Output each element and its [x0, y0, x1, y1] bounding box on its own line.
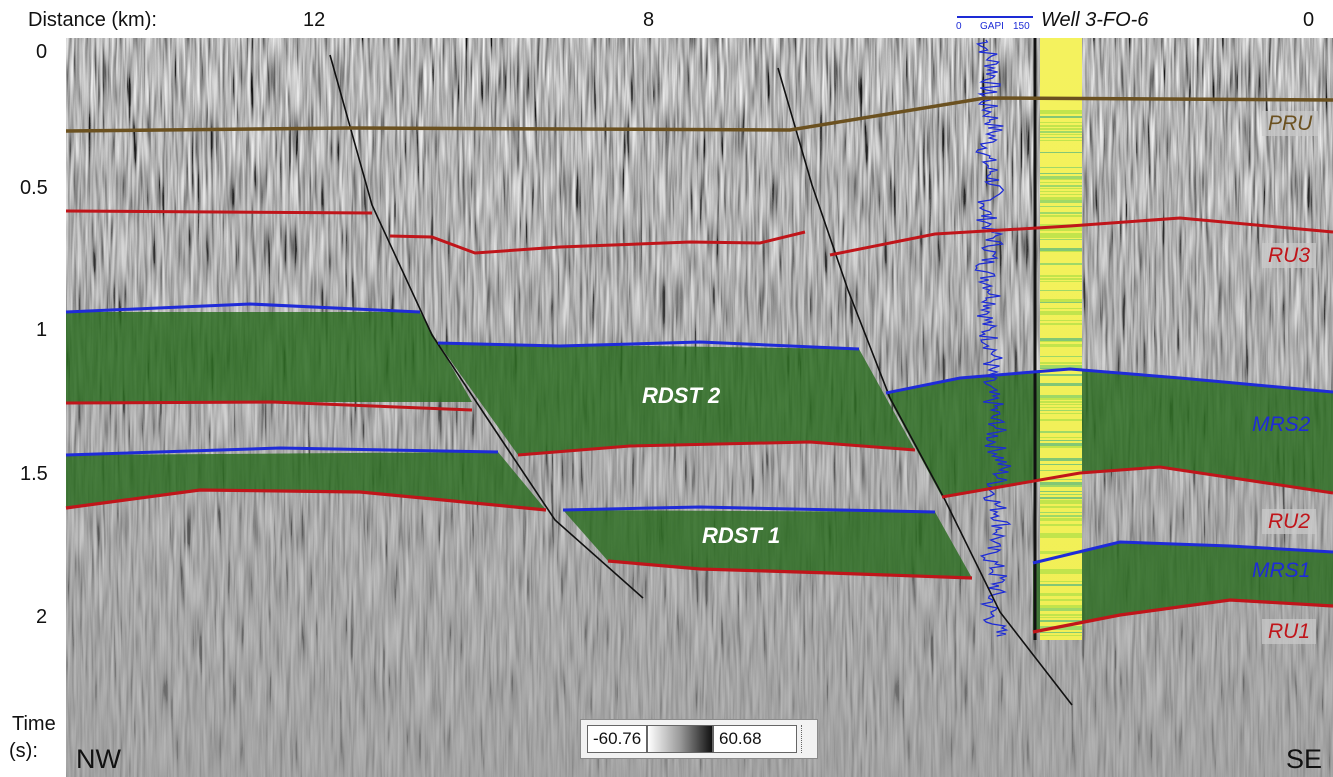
horizon-pru — [65, 96, 1333, 133]
colorbar-max-value: 60.68 — [713, 725, 797, 753]
time-tick-0: 0 — [36, 41, 48, 63]
horizon-mrs1 — [65, 446, 1333, 565]
gr-scale-max: 150 — [1013, 21, 1030, 32]
faults — [329, 54, 1073, 706]
gr-scale-unit: GAPI — [980, 21, 1004, 32]
label-rdst2: RDST 2 — [642, 383, 721, 408]
time-tick-0.5: 0.5 — [20, 177, 48, 199]
distance-tick-12: 12 — [303, 9, 326, 31]
orientation-se: SE — [1286, 744, 1323, 774]
time-tick-2: 2 — [36, 606, 48, 628]
time-tick-1.5: 1.5 — [20, 463, 48, 485]
label-mrs1: MRS1 — [1252, 559, 1311, 582]
horizon-ru2-upper — [65, 400, 1333, 499]
label-ru1: RU1 — [1262, 619, 1317, 644]
rdst1-fill — [66, 452, 1333, 632]
well-track-banding — [1040, 110, 1082, 636]
distance-tick-8: 8 — [643, 9, 655, 31]
time-tick-1: 1 — [36, 319, 48, 341]
label-mrs2: MRS2 — [1252, 413, 1311, 436]
fault-2 — [777, 67, 1073, 706]
time-axis-label-1: Time — [12, 713, 56, 735]
gamma-ray-log — [974, 39, 1012, 637]
fault-1 — [329, 54, 644, 599]
label-ru2: RU2 — [1262, 509, 1317, 534]
amplitude-colorbar: -60.76 60.68 — [580, 719, 818, 759]
label-rdst1: RDST 1 — [702, 523, 781, 548]
colorbar-min-value: -60.76 — [587, 725, 647, 753]
well-name: Well 3-FO-6 — [1041, 9, 1149, 31]
horizon-ru1 — [65, 488, 1333, 634]
time-axis-label-2: (s): — [9, 740, 38, 762]
colorbar-gradient — [647, 725, 713, 753]
distance-tick-0: 0 — [1303, 9, 1315, 31]
rdst2-fill — [66, 312, 1333, 497]
orientation-nw: NW — [76, 744, 121, 774]
horizon-ru3 — [65, 209, 1333, 257]
label-pru: PRU — [1262, 111, 1319, 136]
colorbar-resize-handle[interactable] — [801, 725, 810, 753]
horizon-mrs2 — [65, 302, 1333, 395]
label-ru3: RU3 — [1262, 243, 1317, 268]
gr-scale-min: 0 — [956, 21, 962, 32]
distance-axis-label: Distance (km): — [28, 9, 157, 31]
